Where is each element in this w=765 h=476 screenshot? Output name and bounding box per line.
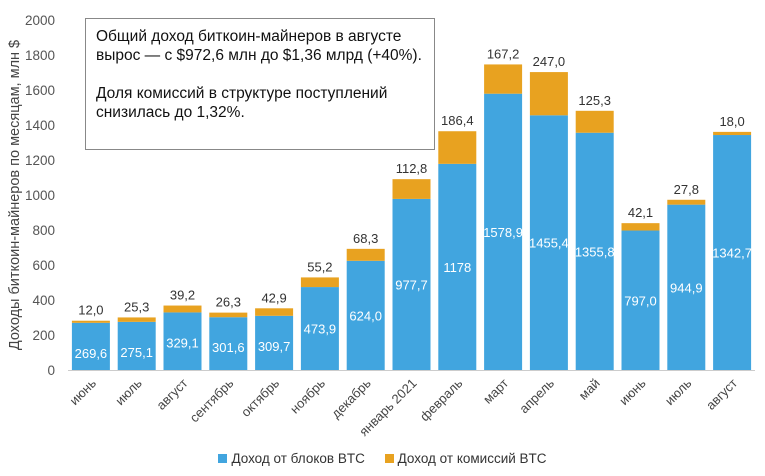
legend-item-blocks: Доход от блоков BTC	[218, 451, 365, 466]
label-fees: 42,1	[628, 205, 653, 220]
bar-blocks	[667, 204, 706, 370]
legend: Доход от блоков BTC Доход от комиссий BT…	[0, 451, 765, 466]
label-blocks: 977,7	[395, 277, 428, 292]
label-fees: 26,3	[216, 295, 241, 310]
bar-blocks	[209, 317, 248, 370]
bar-fees	[529, 72, 568, 116]
label-blocks: 1455,4	[529, 236, 569, 251]
bar-fees	[392, 179, 431, 199]
y-tick-label: 1000	[25, 188, 55, 203]
label-blocks: 275,1	[120, 345, 153, 360]
legend-label: Доход от комиссий BTC	[397, 451, 547, 466]
bar-fees	[621, 223, 660, 231]
bar-blocks	[575, 132, 614, 370]
bar-fees	[713, 131, 752, 136]
label-blocks: 329,1	[166, 335, 199, 350]
label-blocks: 624,0	[349, 308, 382, 323]
label-blocks: 1178	[443, 260, 471, 275]
label-fees: 55,2	[307, 259, 332, 274]
bar-blocks	[484, 93, 523, 370]
bar-blocks	[621, 230, 660, 370]
y-tick-label: 2000	[25, 13, 55, 28]
label-blocks: 797,0	[624, 293, 657, 308]
y-axis-label: Доходы биткоин-майнеров по месяцам, млн …	[7, 40, 23, 350]
x-tick-label: апрель	[516, 375, 557, 416]
x-tick-label: июнь	[616, 375, 649, 408]
bar-fees	[575, 110, 614, 133]
label-fees: 42,9	[261, 290, 286, 305]
bar-fees	[209, 312, 248, 318]
label-fees: 39,2	[170, 288, 195, 303]
bar-blocks	[438, 163, 477, 370]
bar-blocks	[392, 198, 431, 370]
x-tick-label: июль	[662, 375, 695, 408]
label-fees: 27,8	[674, 182, 699, 197]
y-tick-label: 200	[32, 328, 55, 343]
bar-fees	[163, 305, 202, 313]
bar-blocks	[71, 322, 110, 370]
x-tick-label: декабрь	[328, 375, 374, 421]
x-tick-label: май	[576, 376, 603, 403]
bar-fees	[667, 199, 706, 205]
legend-label: Доход от блоков BTC	[231, 451, 365, 466]
bar-blocks	[529, 115, 568, 371]
bar-blocks	[346, 260, 385, 370]
label-blocks: 944,9	[670, 280, 703, 295]
bar-blocks	[117, 321, 156, 370]
annotation-box: Общий доход биткоин-майнеров в августе в…	[85, 18, 435, 150]
y-tick-label: 800	[32, 223, 55, 238]
label-blocks: 473,9	[304, 322, 337, 337]
label-fees: 68,3	[353, 231, 378, 246]
label-fees: 25,3	[124, 299, 149, 314]
label-blocks: 1342,7	[712, 246, 752, 261]
bar-blocks	[300, 287, 339, 370]
y-tick-label: 1600	[25, 83, 55, 98]
x-tick-label: февраль	[417, 375, 466, 424]
x-tick-label: июль	[112, 375, 145, 408]
bar-fees	[346, 248, 385, 261]
bar-blocks	[255, 315, 294, 370]
bar-blocks	[713, 135, 752, 370]
y-tick-label: 400	[32, 293, 55, 308]
y-tick-label: 1200	[25, 153, 55, 168]
x-tick-label: ноябрь	[287, 375, 328, 416]
label-fees: 125,3	[578, 93, 611, 108]
x-tick-label: октябрь	[238, 375, 282, 419]
y-tick-label: 600	[32, 258, 55, 273]
label-fees: 186,4	[441, 113, 474, 128]
bar-fees	[255, 308, 294, 316]
label-blocks: 1578,9	[483, 225, 523, 240]
y-tick-label: 1800	[25, 48, 55, 63]
x-tick-label: август	[153, 375, 190, 412]
label-fees: 112,8	[396, 161, 428, 176]
x-tick-label: июнь	[67, 375, 100, 408]
bar-fees	[300, 277, 339, 288]
x-tick-label: август	[703, 375, 740, 412]
label-blocks: 309,7	[258, 339, 291, 354]
bar-fees	[438, 131, 477, 164]
label-blocks: 301,6	[212, 340, 245, 355]
y-tick-label: 1400	[25, 118, 55, 133]
label-fees: 18,0	[719, 114, 744, 129]
bar-fees	[71, 320, 110, 323]
x-tick-label: сентябрь	[187, 375, 237, 425]
bar-fees	[484, 64, 523, 94]
y-tick-label: 0	[47, 363, 55, 378]
legend-swatch	[384, 454, 394, 463]
label-fees: 247,0	[533, 54, 566, 69]
label-blocks: 1355,8	[575, 244, 615, 259]
bar-fees	[117, 317, 156, 322]
label-blocks: 269,6	[75, 346, 108, 361]
legend-item-fees: Доход от комиссий BTC	[384, 451, 547, 466]
x-tick-label: март	[480, 375, 511, 406]
annotation-line-2: Доля комиссий в структуре поступлений сн…	[96, 85, 388, 121]
label-fees: 167,2	[487, 46, 520, 61]
bar-blocks	[163, 312, 202, 370]
legend-swatch	[218, 454, 228, 463]
annotation-line-1: Общий доход биткоин-майнеров в августе в…	[96, 28, 422, 64]
label-fees: 12,0	[78, 303, 103, 318]
